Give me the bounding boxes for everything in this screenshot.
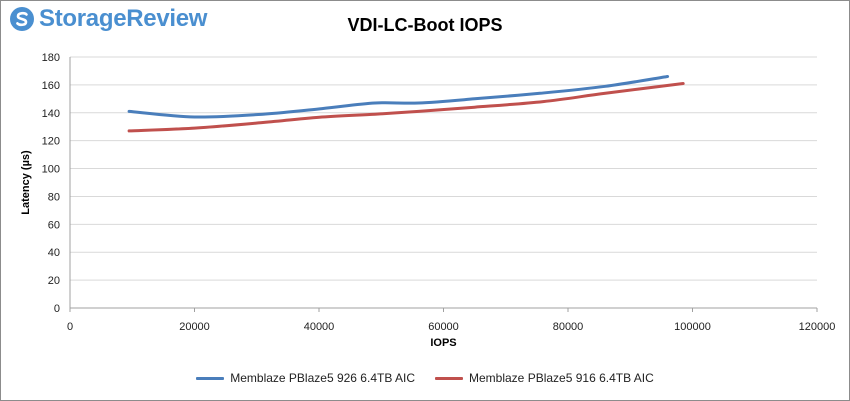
x-tick-label: 120000 <box>799 321 836 333</box>
y-tick-label: 60 <box>48 219 60 231</box>
legend-item-2: Memblaze PBlaze5 916 6.4TB AIC <box>435 371 654 385</box>
x-tick-label: 100000 <box>674 321 711 333</box>
y-tick-label: 160 <box>42 80 60 92</box>
legend-label: Memblaze PBlaze5 916 6.4TB AIC <box>469 371 654 385</box>
legend: Memblaze PBlaze5 926 6.4TB AIC Memblaze P… <box>1 371 849 385</box>
x-tick-label: 0 <box>67 321 73 333</box>
x-tick-labels: 0 20000 40000 60000 80000 100000 120000 <box>67 321 835 333</box>
series-line-2 <box>127 82 685 133</box>
chart-title: VDI-LC-Boot IOPS <box>347 15 503 35</box>
series-lines <box>127 75 685 133</box>
x-tick-label: 80000 <box>553 321 584 333</box>
y-tick-label: 20 <box>48 275 60 287</box>
logo-icon <box>10 7 34 31</box>
logo-text: StorageReview <box>39 5 208 32</box>
y-tick-label: 180 <box>42 52 60 64</box>
y-tick-label: 140 <box>42 108 60 120</box>
y-tick-labels: 0 20 40 60 80 100 120 140 160 180 <box>42 52 60 315</box>
x-axis-label: IOPS <box>430 337 456 349</box>
y-axis-label: Latency (µs) <box>20 150 32 215</box>
y-tick-label: 100 <box>42 164 60 176</box>
x-tick-label: 60000 <box>428 321 459 333</box>
legend-swatch <box>196 376 225 380</box>
legend-swatch <box>435 376 463 380</box>
series-line-1 <box>127 75 670 119</box>
y-tick-label: 120 <box>42 136 60 148</box>
legend-item-1: Memblaze PBlaze5 926 6.4TB AIC <box>196 371 415 385</box>
y-tick-label: 0 <box>54 303 60 315</box>
x-tick-label: 40000 <box>304 321 335 333</box>
y-tick-label: 40 <box>48 247 60 259</box>
gridlines <box>69 56 818 312</box>
y-tick-label: 80 <box>48 191 60 203</box>
x-tick-label: 20000 <box>179 321 210 333</box>
storagereview-logo: StorageReview <box>9 5 207 33</box>
legend-label: Memblaze PBlaze5 926 6.4TB AIC <box>230 371 415 385</box>
plot-area: 0 20 40 60 80 100 120 140 160 180 0 20000 40000 6000… <box>20 52 835 349</box>
